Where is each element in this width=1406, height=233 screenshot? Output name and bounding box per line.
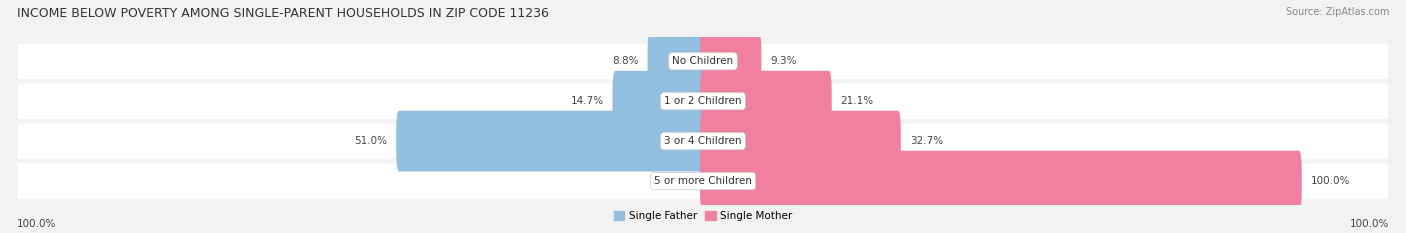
Text: 9.3%: 9.3% [770, 56, 797, 66]
Text: Source: ZipAtlas.com: Source: ZipAtlas.com [1285, 7, 1389, 17]
Text: 5 or more Children: 5 or more Children [654, 176, 752, 186]
FancyBboxPatch shape [613, 71, 706, 132]
FancyBboxPatch shape [18, 163, 1388, 199]
Text: 100.0%: 100.0% [1350, 219, 1389, 229]
Text: 51.0%: 51.0% [354, 136, 387, 146]
Legend: Single Father, Single Mother: Single Father, Single Mother [610, 207, 796, 226]
FancyBboxPatch shape [396, 111, 706, 171]
Text: 32.7%: 32.7% [910, 136, 943, 146]
Text: 100.0%: 100.0% [1310, 176, 1350, 186]
FancyBboxPatch shape [18, 83, 1388, 119]
FancyBboxPatch shape [700, 111, 901, 171]
FancyBboxPatch shape [700, 71, 832, 132]
Text: No Children: No Children [672, 56, 734, 66]
FancyBboxPatch shape [700, 31, 762, 92]
Text: 8.8%: 8.8% [612, 56, 638, 66]
Text: 0.0%: 0.0% [665, 176, 692, 186]
Text: 100.0%: 100.0% [17, 219, 56, 229]
FancyBboxPatch shape [700, 151, 1302, 211]
FancyBboxPatch shape [18, 44, 1388, 79]
Text: 14.7%: 14.7% [571, 96, 603, 106]
FancyBboxPatch shape [18, 123, 1388, 159]
Text: 1 or 2 Children: 1 or 2 Children [664, 96, 742, 106]
Text: 21.1%: 21.1% [841, 96, 873, 106]
Text: 3 or 4 Children: 3 or 4 Children [664, 136, 742, 146]
FancyBboxPatch shape [648, 31, 706, 92]
Text: INCOME BELOW POVERTY AMONG SINGLE-PARENT HOUSEHOLDS IN ZIP CODE 11236: INCOME BELOW POVERTY AMONG SINGLE-PARENT… [17, 7, 548, 20]
